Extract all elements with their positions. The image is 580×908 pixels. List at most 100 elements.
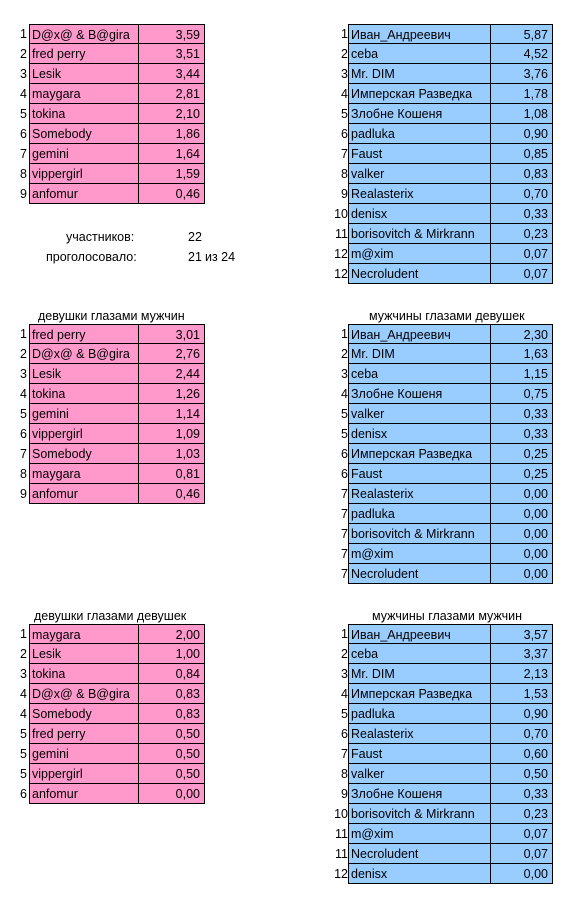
score-value: 0,07 — [491, 824, 553, 844]
participant-name: denisx — [348, 204, 491, 224]
rank-number: 5 — [20, 727, 27, 741]
participant-name: gemini — [29, 144, 139, 164]
participant-name: Злобне Кошеня — [348, 104, 491, 124]
participant-name: Lesik — [29, 64, 139, 84]
participant-name: Злобне Кошеня — [348, 784, 491, 804]
rank-number: 1 — [341, 627, 348, 641]
rank-number: 7 — [341, 487, 348, 501]
participant-name: Lesik — [29, 644, 139, 664]
heading-men-by-women: мужчины глазами девушек — [369, 309, 525, 323]
rank-number: 6 — [20, 427, 27, 441]
score-value: 3,76 — [491, 64, 553, 84]
rank-number: 5 — [20, 767, 27, 781]
score-value: 2,81 — [139, 84, 205, 104]
participant-name: valker — [348, 764, 491, 784]
rank-number: 3 — [341, 367, 348, 381]
score-value: 0,70 — [491, 184, 553, 204]
rank-number: 6 — [341, 727, 348, 741]
score-value: 0,00 — [491, 864, 553, 884]
rank-number: 8 — [341, 167, 348, 181]
rank-number: 7 — [341, 507, 348, 521]
score-value: 0,83 — [491, 164, 553, 184]
score-value: 0,25 — [491, 444, 553, 464]
participants-value: 22 — [188, 230, 202, 244]
rank-number: 11 — [335, 227, 348, 241]
participant-name: vippergirl — [29, 764, 139, 784]
rank-number: 2 — [341, 347, 348, 361]
rank-number: 12 — [334, 267, 348, 281]
rank-number: 9 — [341, 187, 348, 201]
participant-name: Faust — [348, 144, 491, 164]
participant-name: D@x@ & B@gira — [29, 24, 139, 44]
rank-number: 5 — [20, 747, 27, 761]
rank-number: 9 — [20, 487, 27, 501]
score-value: 1,08 — [491, 104, 553, 124]
participant-name: Имперская Разведка — [348, 684, 491, 704]
score-value: 0,07 — [491, 264, 553, 284]
score-value: 3,57 — [491, 624, 553, 644]
participant-name: D@x@ & B@gira — [29, 344, 139, 364]
participant-name: tokina — [29, 384, 139, 404]
participant-name: anfomur — [29, 184, 139, 204]
participant-name: borisovitch & Mirkrann — [348, 224, 491, 244]
participant-name: Имперская Разведка — [348, 84, 491, 104]
participant-name: Faust — [348, 464, 491, 484]
score-value: 1,09 — [139, 424, 205, 444]
score-value: 0,25 — [491, 464, 553, 484]
rank-number: 2 — [341, 647, 348, 661]
participant-name: fred perry — [29, 324, 139, 344]
score-value: 5,87 — [491, 24, 553, 44]
rank-number: 8 — [20, 467, 27, 481]
score-value: 0,00 — [491, 484, 553, 504]
score-value: 0,33 — [491, 204, 553, 224]
rank-number: 4 — [20, 707, 27, 721]
score-value: 0,07 — [491, 844, 553, 864]
heading-women-by-women: девушки глазами девушек — [34, 609, 187, 623]
rank-number: 3 — [341, 67, 348, 81]
participant-name: maygara — [29, 84, 139, 104]
score-value: 0,46 — [139, 484, 205, 504]
rank-number: 9 — [20, 187, 27, 201]
rank-number: 4 — [341, 87, 348, 101]
rank-number: 10 — [334, 207, 348, 221]
participant-name: Somebody — [29, 124, 139, 144]
rank-number: 7 — [341, 547, 348, 561]
rank-number: 1 — [341, 27, 348, 41]
score-value: 3,44 — [139, 64, 205, 84]
rank-number: 1 — [20, 627, 27, 641]
score-value: 2,10 — [139, 104, 205, 124]
participant-name: Mr. DIM — [348, 344, 491, 364]
rank-number: 3 — [20, 67, 27, 81]
rank-number: 4 — [341, 387, 348, 401]
participant-name: gemini — [29, 744, 139, 764]
score-value: 1,26 — [139, 384, 205, 404]
rank-number: 6 — [20, 787, 27, 801]
rank-number: 7 — [20, 147, 27, 161]
rank-number: 1 — [20, 27, 27, 41]
participant-name: Necroludent — [348, 264, 491, 284]
participant-name: denisx — [348, 424, 491, 444]
rank-number: 6 — [341, 447, 348, 461]
score-value: 2,30 — [491, 324, 553, 344]
score-value: 0,90 — [491, 704, 553, 724]
rank-number: 7 — [20, 447, 27, 461]
score-value: 1,53 — [491, 684, 553, 704]
score-value: 3,01 — [139, 324, 205, 344]
rank-number: 4 — [341, 687, 348, 701]
participant-name: anfomur — [29, 484, 139, 504]
rank-number: 2 — [20, 47, 27, 61]
voted-value: 21 — [188, 250, 202, 264]
rank-number: 7 — [341, 567, 348, 581]
participant-name: Realasterix — [348, 184, 491, 204]
score-value: 1,15 — [491, 364, 553, 384]
participants-label: участников: — [66, 230, 135, 244]
participant-name: anfomur — [29, 784, 139, 804]
rank-number: 5 — [341, 407, 348, 421]
participant-name: m@xim — [348, 544, 491, 564]
rank-number: 1 — [20, 327, 27, 341]
score-value: 0,00 — [491, 524, 553, 544]
participant-name: Иван_Андреевич — [348, 624, 491, 644]
score-value: 0,00 — [139, 784, 205, 804]
participant-name: Mr. DIM — [348, 664, 491, 684]
rank-number: 5 — [341, 427, 348, 441]
